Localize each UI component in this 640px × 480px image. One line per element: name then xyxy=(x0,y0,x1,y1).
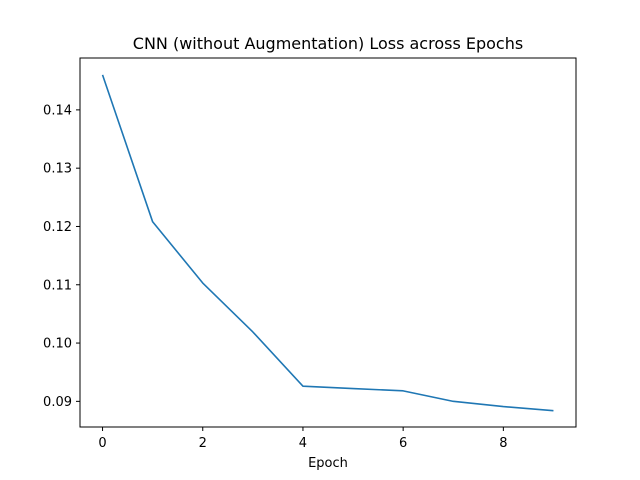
y-tick-label: 0.12 xyxy=(43,220,72,235)
x-tick-label: 6 xyxy=(399,436,407,451)
x-tick-label: 0 xyxy=(98,436,106,451)
chart-title: CNN (without Augmentation) Loss across E… xyxy=(133,34,523,53)
x-tick-label: 8 xyxy=(499,436,507,451)
plot-frame xyxy=(79,57,577,428)
y-axis: 0.09 0.10 0.11 0.12 0.13 0.14 xyxy=(43,103,80,410)
y-tick-label: 0.14 xyxy=(43,103,72,118)
series-layer xyxy=(101,74,554,412)
y-tick-label: 0.09 xyxy=(43,395,72,410)
loss-series-line xyxy=(101,74,554,412)
x-tick-label: 2 xyxy=(199,436,207,451)
x-axis-label: Epoch xyxy=(308,456,348,471)
y-tick-label: 0.13 xyxy=(43,162,72,177)
y-tick-label: 0.11 xyxy=(43,278,72,293)
x-tick-label: 4 xyxy=(299,436,307,451)
y-tick-label: 0.10 xyxy=(43,337,72,352)
x-axis: 0 2 4 6 8 xyxy=(98,427,507,451)
